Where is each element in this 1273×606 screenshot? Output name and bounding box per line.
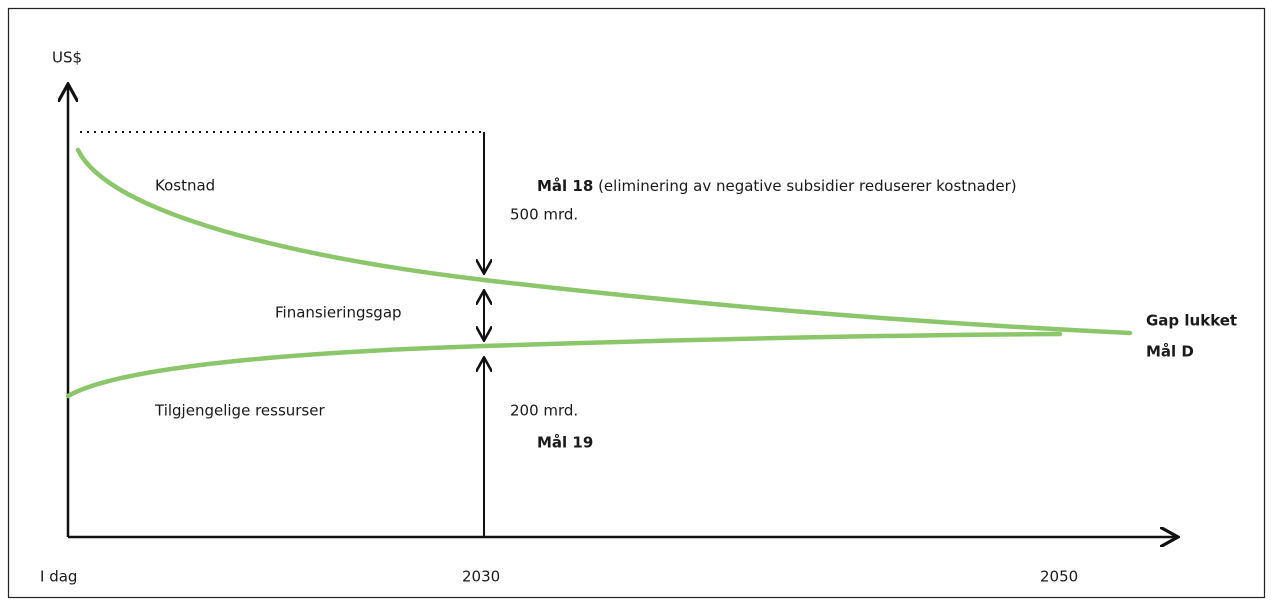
resources-label: Tilgjengelige ressurser bbox=[154, 402, 325, 420]
cost-curve bbox=[75, 147, 1133, 336]
x-label: I dag bbox=[40, 568, 77, 586]
resources-goal: Mål 19 bbox=[537, 434, 593, 452]
x-label: 2050 bbox=[1040, 568, 1078, 586]
goal-note: (eliminering av negative subsidier redus… bbox=[593, 177, 1016, 195]
goal-name: Mål 18 bbox=[537, 177, 593, 195]
gap-label: Finansieringsgap bbox=[275, 304, 402, 322]
resources-amount: 200 mrd. bbox=[510, 402, 578, 420]
resources-curve bbox=[65, 331, 1063, 399]
gap-goal: Mål D bbox=[1146, 343, 1194, 361]
cost-label: Kostnad bbox=[155, 177, 215, 195]
x-label: 2030 bbox=[462, 568, 500, 586]
cost-amount: 500 mrd. bbox=[510, 206, 578, 224]
cost-goal: Mål 18 (eliminering av negative subsidie… bbox=[537, 177, 1017, 195]
gap-closed: Gap lukket bbox=[1146, 312, 1237, 330]
frame bbox=[7, 7, 1266, 599]
y-axis-label: US$ bbox=[52, 49, 82, 67]
